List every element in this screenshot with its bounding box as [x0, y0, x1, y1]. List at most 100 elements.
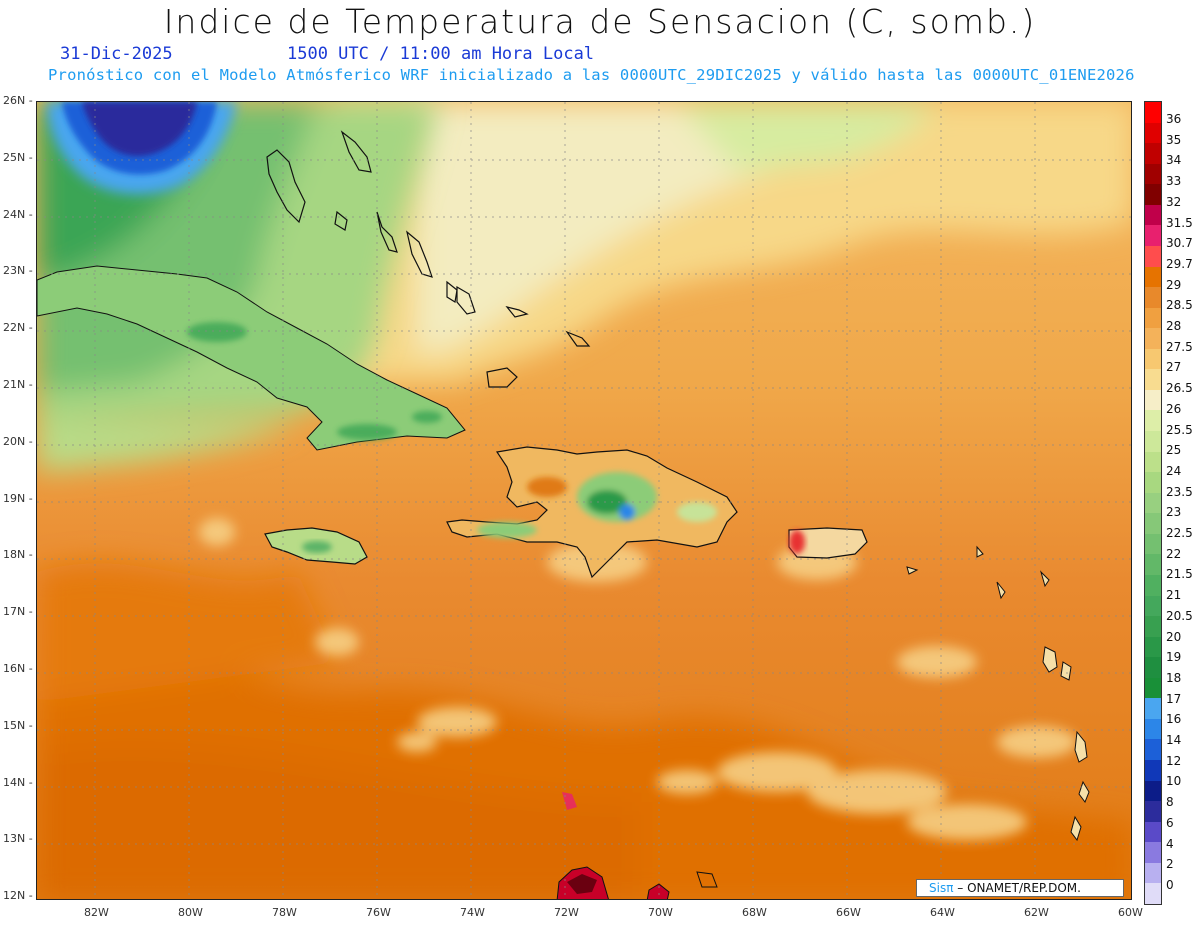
latitude-label: 15N - — [3, 718, 33, 732]
colorbar-cell — [1145, 143, 1161, 165]
hispaniola — [446, 446, 738, 579]
colorbar-cell — [1145, 431, 1161, 453]
colorbar-cell — [1145, 657, 1161, 679]
colorbar-cell — [1145, 677, 1161, 699]
colorbar-label: 26 — [1166, 401, 1182, 416]
bahamas — [266, 130, 591, 388]
colorbar-label: 16 — [1166, 712, 1182, 727]
longitude-label: 72W — [554, 906, 579, 919]
colorbar-cell — [1145, 348, 1161, 370]
colorbar-cell — [1145, 492, 1161, 514]
graticule — [37, 102, 1131, 899]
forecast-date: 31-Dic-2025 — [60, 44, 173, 64]
colorbar-cell — [1145, 410, 1161, 432]
latitude-label: 16N - — [3, 662, 33, 675]
latitude-label: 23N - — [3, 264, 33, 278]
colorbar-cell — [1145, 513, 1161, 535]
latitude-label: 20N - — [3, 434, 33, 448]
colorbar-cell — [1145, 636, 1161, 658]
colorbar-cell — [1145, 801, 1161, 823]
colorbar-cell — [1145, 122, 1161, 144]
colorbar-cell — [1145, 266, 1161, 288]
colorbar-cell — [1145, 307, 1161, 329]
colorbar-cell — [1145, 821, 1161, 843]
latitude-label: 21N - — [3, 378, 33, 391]
colorbar-cell — [1145, 225, 1161, 247]
longitude-label: 80W — [178, 906, 203, 919]
cold-core — [47, 102, 237, 195]
colorbar-label: 14 — [1166, 733, 1182, 747]
longitude-label: 66W — [836, 906, 861, 919]
colorbar-cell — [1145, 102, 1161, 124]
colorbar-cell — [1145, 451, 1161, 473]
latitude-label: 18N - — [3, 548, 33, 562]
longitude-label: 68W — [742, 906, 767, 919]
colorbar-label: 20 — [1166, 629, 1182, 644]
longitude-label: 76W — [366, 906, 391, 919]
colorbar-label: 0 — [1166, 877, 1174, 892]
colorbar-label: 34 — [1166, 153, 1182, 168]
longitude-label: 64W — [930, 906, 955, 919]
colorbar-label: 27.5 — [1166, 339, 1193, 354]
colorbar-cell — [1145, 842, 1161, 864]
colorbar-label: 23 — [1166, 505, 1182, 520]
credit-brand: Sisπ — [929, 881, 954, 895]
colorbar-label: 29.7 — [1166, 256, 1193, 271]
colorbar-cell — [1145, 574, 1161, 597]
colorbar-label: 36 — [1166, 112, 1182, 126]
longitude-label: 70W — [648, 906, 673, 919]
latitude-label: 25N - — [3, 150, 33, 164]
colorbar-cell — [1145, 533, 1161, 555]
colorbar-cell — [1145, 760, 1161, 782]
colorbar-cell — [1145, 780, 1161, 802]
colorbar-label: 12 — [1166, 753, 1182, 768]
longitude-label: 60W — [1118, 906, 1143, 919]
warm-band-south — [37, 563, 1131, 899]
colorbar-cell — [1145, 287, 1161, 309]
latitude-label: 19N - — [3, 491, 33, 505]
colorbar-label: 28 — [1166, 319, 1182, 333]
colorbar-label: 30.7 — [1166, 236, 1193, 251]
puerto-rico — [788, 527, 868, 559]
colorbar-cell — [1145, 163, 1161, 185]
colorbar-label: 22 — [1166, 546, 1182, 561]
colorbar-cell — [1145, 245, 1161, 267]
colorbar-cell — [1145, 184, 1161, 206]
colorbar-cell — [1145, 739, 1161, 761]
model-subtitle: Pronóstico con el Modelo Atmósferico WRF… — [48, 66, 1135, 84]
colorbar-label: 2 — [1166, 857, 1174, 872]
cuba — [37, 265, 466, 451]
colorbar-cell — [1145, 595, 1161, 617]
colorbar-label: 18 — [1166, 670, 1182, 685]
credit-text: – ONAMET/REP.DOM. — [953, 881, 1081, 895]
colorbar-cell — [1145, 369, 1161, 391]
colorbar-label: 25.5 — [1166, 422, 1193, 437]
colorbar-label: 19 — [1166, 650, 1182, 665]
longitude-label: 62W — [1024, 906, 1049, 919]
colorbar-cell — [1145, 328, 1161, 350]
cool-band-north — [337, 102, 1131, 382]
colorbar-label: 17 — [1166, 691, 1182, 706]
colorbar-cell — [1145, 883, 1161, 905]
colorbar-label: 28.5 — [1166, 298, 1193, 313]
colorbar-label: 31.5 — [1166, 215, 1193, 230]
map-canvas — [37, 102, 1131, 899]
colorbar-label: 33 — [1166, 174, 1182, 189]
colorbar-label: 21 — [1166, 588, 1182, 603]
colorbar-label: 20.5 — [1166, 608, 1193, 623]
colorbar-cell — [1145, 472, 1161, 494]
colorbar-cell — [1145, 554, 1161, 576]
lesser-antilles — [906, 545, 1090, 842]
colorbar-label: 23.5 — [1166, 484, 1193, 499]
colorbar — [1144, 101, 1162, 905]
latitude-label: 24N - — [3, 207, 33, 221]
colorbar-label: 21.5 — [1166, 567, 1193, 582]
latitude-label: 14N - — [3, 775, 33, 789]
latitude-label: 13N - — [3, 832, 33, 846]
heat-index-map — [36, 101, 1132, 900]
colorbar-cell — [1145, 698, 1161, 720]
colorbar-cell — [1145, 389, 1161, 411]
colorbar-label: 4 — [1166, 836, 1174, 851]
latitude-label: 17N - — [3, 605, 33, 619]
credit-box: Sisπ – ONAMET/REP.DOM. — [916, 879, 1124, 897]
